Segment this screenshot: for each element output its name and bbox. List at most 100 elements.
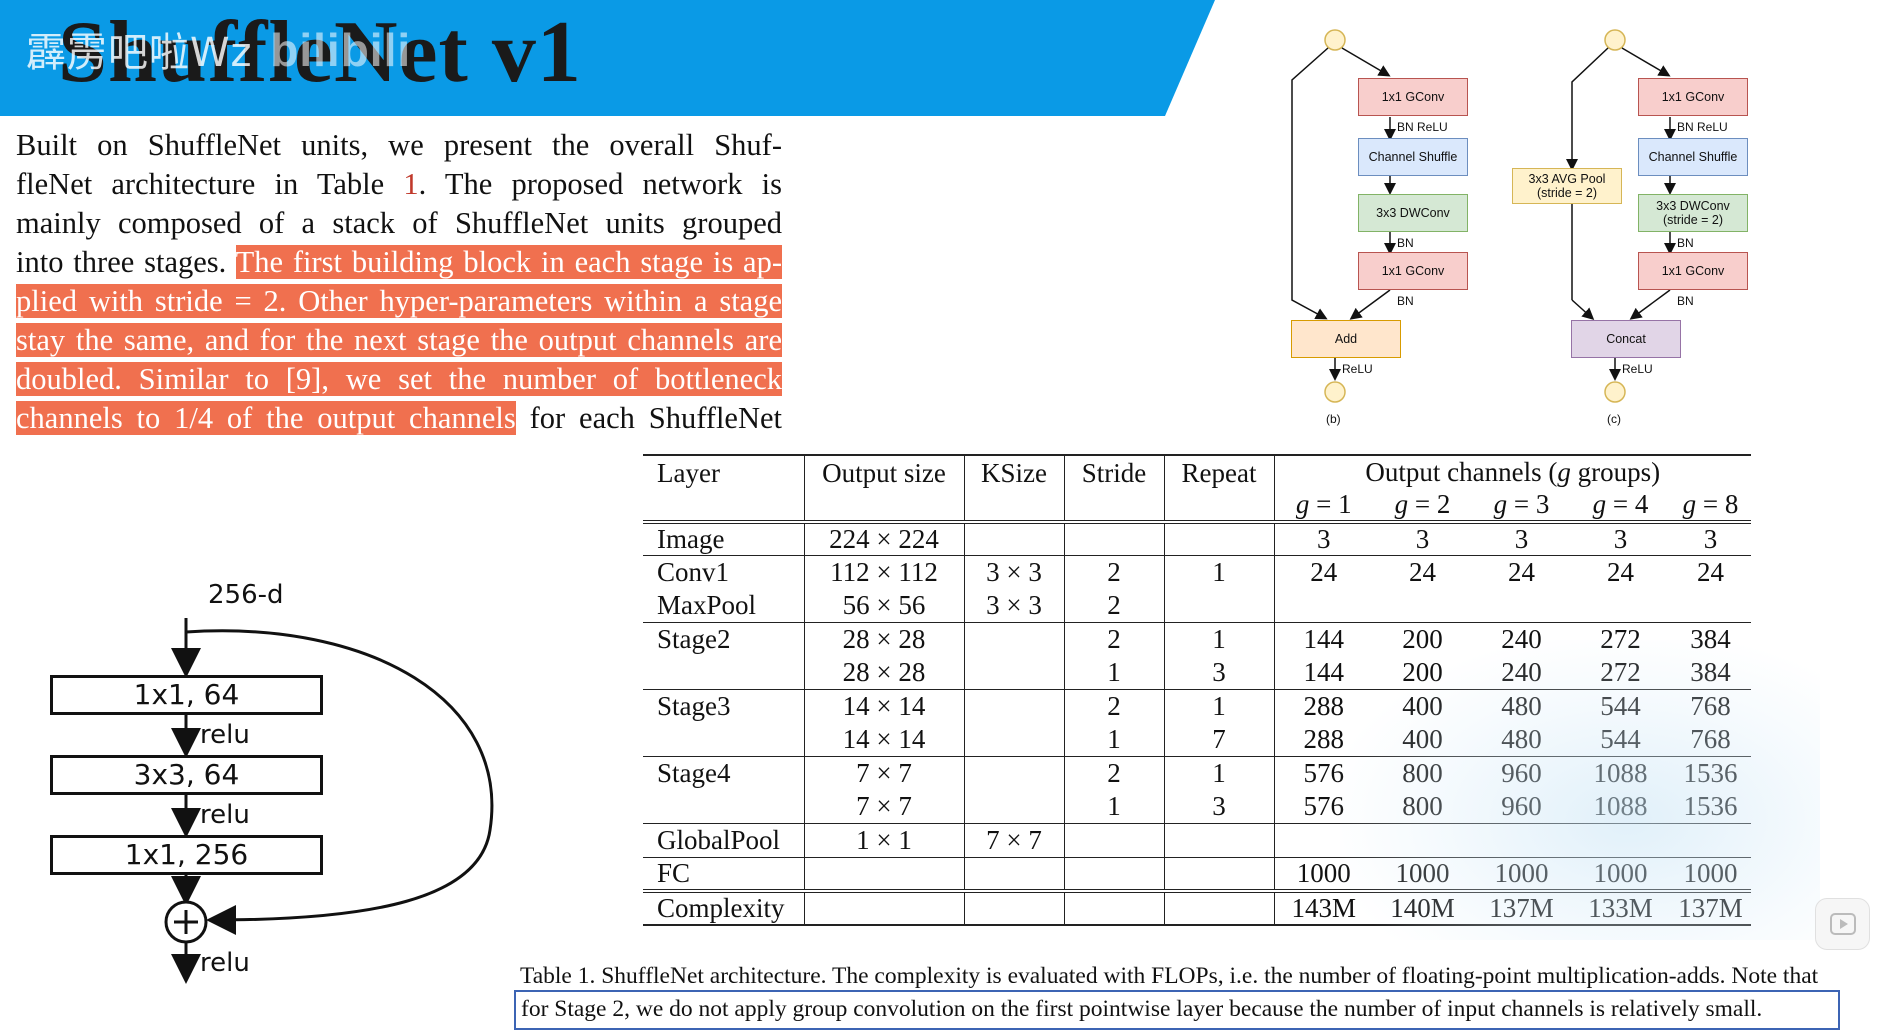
channels-cell: 768 bbox=[1690, 724, 1731, 754]
repeat-cell bbox=[1164, 589, 1275, 623]
table-row: Stage3 14 × 14 2 1 288 400 480 544 768 bbox=[643, 689, 1751, 723]
title-banner: ShuffleNet v1 霹雳吧啦Wz bilibili bbox=[0, 0, 1215, 116]
channels-cell: 24 bbox=[1274, 555, 1373, 589]
ksize-cell bbox=[964, 520, 1065, 556]
layer-cell: Complexity bbox=[643, 888, 805, 926]
c-bn-label: BN bbox=[1677, 294, 1694, 308]
c-channel-shuffle-block: Channel Shuffle bbox=[1638, 138, 1748, 176]
channels-cell: 544 bbox=[1571, 689, 1670, 723]
channels-cell bbox=[1670, 823, 1751, 857]
c-dwconv-block: 3x3 DWConv (stride = 2) bbox=[1638, 194, 1748, 232]
description-paragraph: Built on ShuffleNet units, we present th… bbox=[16, 126, 782, 438]
channels-cell: 1000 bbox=[1373, 856, 1472, 891]
paragraph-line: into three stages. The first building bl… bbox=[16, 243, 782, 282]
highlighted-text: doubled. Similar to [9], we set the numb… bbox=[16, 362, 782, 396]
ksize-cell bbox=[964, 689, 1065, 723]
channels-cell: 1000 bbox=[1472, 856, 1571, 891]
repeat-cell: 1 bbox=[1164, 756, 1275, 790]
stride-cell bbox=[1064, 823, 1165, 857]
channels-cell: 137M bbox=[1670, 888, 1751, 926]
channels-cell bbox=[1373, 589, 1472, 623]
paragraph-text: into three stages. bbox=[16, 245, 236, 279]
channels-cell: 3 bbox=[1373, 520, 1472, 556]
bilibili-logo: bilibili bbox=[270, 24, 412, 76]
layer-cell: Stage2 bbox=[643, 622, 805, 656]
paragraph-text: fleNet architecture in Table bbox=[16, 167, 404, 201]
output-size-cell bbox=[804, 888, 965, 926]
repeat-cell: 1 bbox=[1164, 622, 1275, 656]
paragraph-text: Built on ShuffleNet units, we present th… bbox=[16, 128, 782, 162]
ksize-cell: 3 × 3 bbox=[964, 555, 1065, 589]
banner-shape bbox=[0, 0, 1215, 116]
table-row: Complexity 143M 140M 137M 133M 137M bbox=[643, 888, 1751, 926]
layer-cell: MaxPool bbox=[643, 589, 805, 623]
c-gconv-2-block: 1x1 GConv bbox=[1638, 252, 1748, 290]
output-size-cell: 56 × 56 bbox=[804, 589, 965, 623]
table-reference-link[interactable]: 1 bbox=[403, 167, 419, 201]
layer-cell: Image bbox=[643, 520, 805, 556]
channels-cell: 3 bbox=[1274, 520, 1373, 556]
channels-cell: 288 bbox=[1274, 689, 1373, 723]
channels-cell: 480 bbox=[1472, 689, 1571, 723]
output-size-cell: 7 × 7 bbox=[804, 756, 965, 790]
play-button[interactable] bbox=[1815, 898, 1870, 950]
channels-cell bbox=[1472, 823, 1571, 857]
c-caption: (c) bbox=[1607, 412, 1621, 426]
channels-cell: 240 bbox=[1472, 622, 1571, 656]
layer-cell: GlobalPool bbox=[643, 823, 805, 857]
channels-cell: 272 bbox=[1571, 622, 1670, 656]
layer-cell: Stage4 bbox=[643, 756, 805, 790]
block-3x3-64: 3x3, 64 bbox=[50, 755, 323, 795]
table-row: 28 × 28 1 3 144 200 240 272 384 bbox=[643, 656, 1751, 690]
group-header: g = 4 bbox=[1571, 488, 1670, 523]
b-add-block: Add bbox=[1291, 320, 1401, 358]
b-caption: (b) bbox=[1326, 412, 1341, 426]
channels-cell: 200 bbox=[1373, 622, 1472, 656]
highlighted-text: channels to 1/4 of the output channels bbox=[16, 401, 516, 435]
channels-cell: 1088 bbox=[1593, 791, 1648, 821]
table-row: FC 1000 1000 1000 1000 1000 bbox=[643, 856, 1751, 891]
channels-cell: 1000 bbox=[1571, 856, 1670, 891]
repeat-cell: 3 bbox=[1164, 790, 1275, 824]
paragraph-line: doubled. Similar to [9], we set the numb… bbox=[16, 360, 782, 399]
stride-cell bbox=[1064, 888, 1165, 926]
channels-cell: 960 bbox=[1472, 756, 1571, 790]
ksize-cell: 3 × 3 bbox=[964, 589, 1065, 623]
paragraph-line: channels to 1/4 of the output channels f… bbox=[16, 399, 782, 438]
b-dwconv-block: 3x3 DWConv bbox=[1358, 194, 1468, 232]
channels-cell: 800 bbox=[1373, 756, 1472, 790]
output-size-cell: 28 × 28 bbox=[804, 656, 965, 690]
table-row: Stage4 7 × 7 2 1 576 800 960 1088 1536 bbox=[643, 756, 1751, 790]
table-row: Image 224 × 224 3 3 3 3 3 bbox=[643, 520, 1751, 556]
b-bn-label: BN bbox=[1397, 294, 1414, 308]
shufflenet-units-diagram: 1x1 GConv BN ReLU Channel Shuffle 3x3 DW… bbox=[1270, 20, 1890, 440]
b-bn-label: BN bbox=[1397, 236, 1414, 250]
paragraph-line: mainly composed of a stack of ShuffleNet… bbox=[16, 204, 782, 243]
channels-cell: 384 bbox=[1670, 622, 1751, 656]
paragraph-line: fleNet architecture in Table 1. The prop… bbox=[16, 165, 782, 204]
channels-cell bbox=[1472, 589, 1571, 623]
repeat-cell: 1 bbox=[1164, 555, 1275, 589]
channels-cell: 24 bbox=[1571, 555, 1670, 589]
channels-cell: 272 bbox=[1600, 657, 1641, 687]
group-header: g = 1 bbox=[1274, 488, 1373, 523]
channels-cell: 1536 bbox=[1683, 791, 1738, 821]
channels-cell: 140M bbox=[1373, 888, 1472, 926]
ksize-cell bbox=[964, 723, 1065, 757]
channels-cell: 768 bbox=[1670, 689, 1751, 723]
table-header-row: Layer Output size KSize Stride Repeat Output … bbox=[643, 454, 1751, 523]
bottleneck-diagram: 256-d 1x1, 64 relu 3x3, 64 relu 1x1, 256… bbox=[40, 580, 510, 990]
output-size-cell: 112 × 112 bbox=[804, 555, 965, 589]
watermark-text: 霹雳吧啦Wz bbox=[26, 30, 253, 76]
channels-cell: 144 bbox=[1274, 622, 1373, 656]
channels-cell: 200 bbox=[1402, 657, 1443, 687]
channels-cell: 1088 bbox=[1571, 756, 1670, 790]
output-size-cell bbox=[804, 856, 965, 891]
column-header: Repeat bbox=[1164, 454, 1275, 523]
channels-cell: 1000 bbox=[1274, 856, 1373, 891]
group-header: g = 3 bbox=[1472, 488, 1571, 523]
channels-cell: 3 bbox=[1472, 520, 1571, 556]
repeat-cell bbox=[1164, 888, 1275, 926]
